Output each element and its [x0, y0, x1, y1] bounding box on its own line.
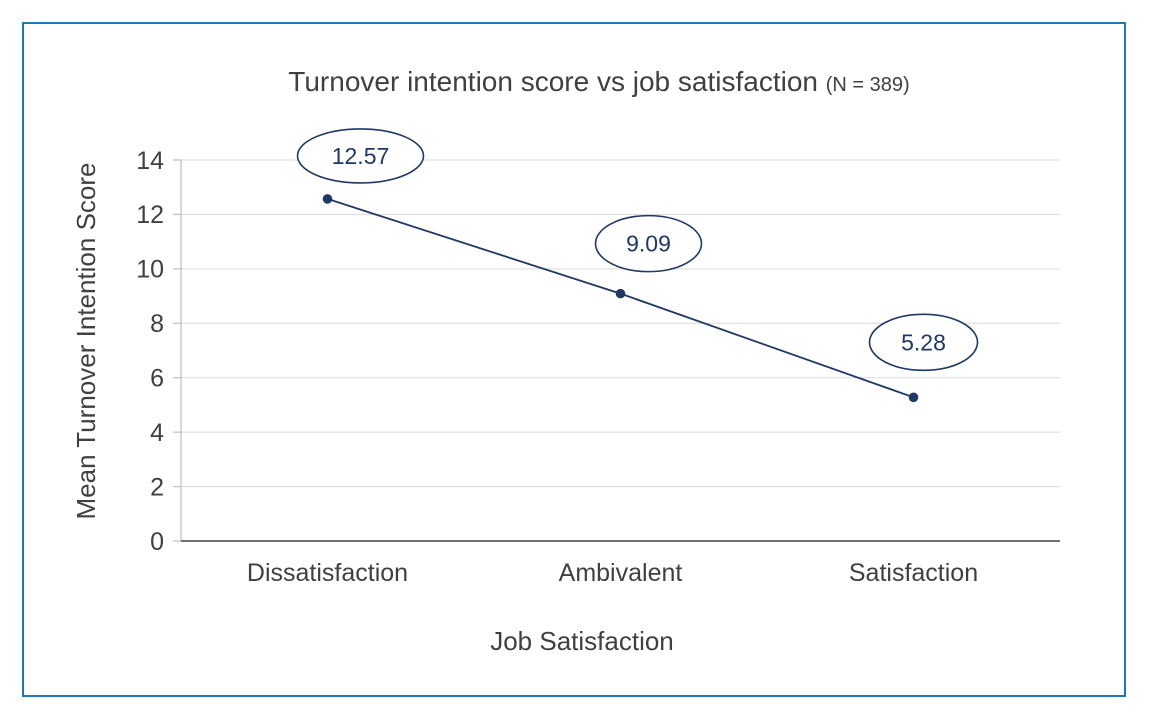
chart-title-suffix: (N = 389) — [825, 74, 910, 96]
data-point-marker — [908, 392, 919, 403]
chart-title: Turnover intention score vs job satisfac… — [49, 66, 1149, 98]
data-label: 12.57 — [332, 143, 390, 169]
x-axis-title: Job Satisfaction — [490, 626, 674, 656]
data-label-ellipse — [868, 313, 979, 372]
chart-title-main: Turnover intention score vs job satisfac… — [288, 66, 818, 97]
x-category-label: Dissatisfaction — [247, 559, 408, 587]
data-label: 9.09 — [626, 231, 671, 257]
x-category-label: Satisfaction — [849, 559, 978, 587]
data-point-marker — [615, 288, 626, 299]
chart-frame: 0 2 4 6 8 10 12 14 12.57 9.09 5.28 Dissatisfaction A… — [22, 22, 1126, 697]
data-label-ellipse — [296, 128, 425, 184]
y-tick-label: 8 — [150, 310, 164, 338]
y-tick-label: 4 — [150, 419, 164, 447]
line-chart-canvas: 0 2 4 6 8 10 12 14 12.57 9.09 5.28 Dissatisfaction A… — [136, 128, 1060, 587]
y-tick-label: 2 — [150, 473, 164, 501]
y-tick-label: 14 — [136, 147, 164, 175]
y-tick-label: 0 — [150, 528, 164, 556]
y-axis-title: Mean Turnover Intention Score — [71, 162, 101, 520]
data-label-ellipse — [594, 214, 703, 273]
data-point-marker — [322, 194, 333, 204]
x-category-label: Ambivalent — [559, 559, 683, 587]
y-tick-label: 10 — [136, 256, 164, 284]
y-tick-label: 12 — [136, 201, 164, 229]
y-tick-label: 6 — [150, 364, 164, 392]
data-label: 5.28 — [901, 329, 946, 355]
